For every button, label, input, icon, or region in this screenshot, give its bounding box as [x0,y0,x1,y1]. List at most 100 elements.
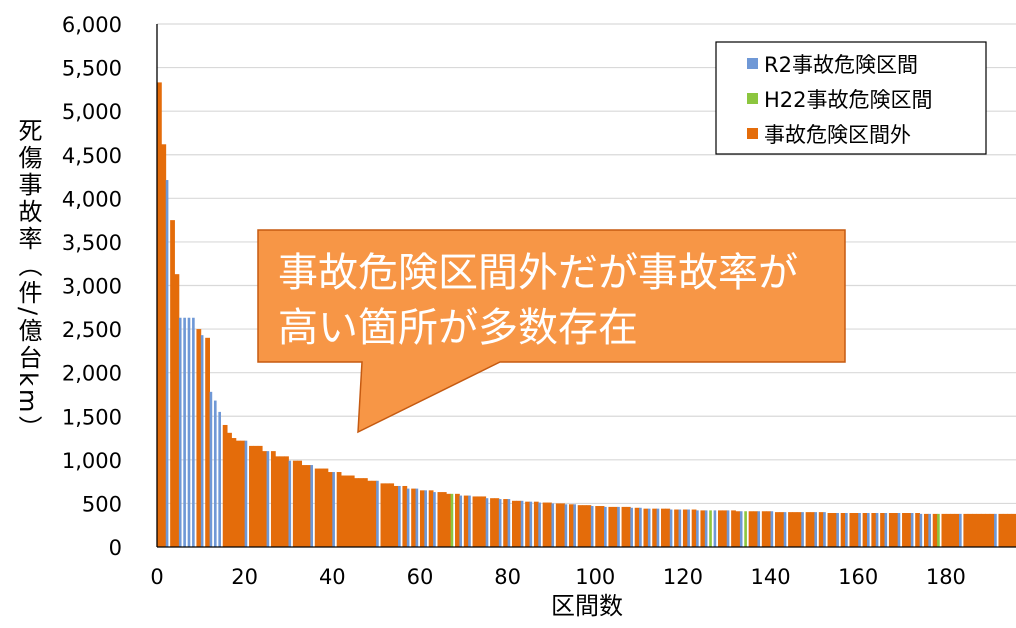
bar-outside [257,445,263,547]
bar-outside [393,485,399,547]
bar-outside [262,451,267,547]
legend-swatch [747,93,758,104]
bar-r2 [994,513,997,547]
bar-outside [411,488,416,547]
x-tick-label: 100 [575,565,615,589]
bar-r2 [959,513,962,547]
bar-outside [989,513,995,547]
bar-r2 [823,512,826,547]
x-tick-label: 120 [663,565,703,589]
bar-r2 [187,317,191,547]
bar-r2 [218,411,221,547]
bar-outside [599,506,605,547]
bar-outside [827,513,833,547]
bar-outside [476,496,482,547]
bar-outside [349,475,355,547]
bar-outside [941,513,947,547]
bar-outside [253,445,259,547]
bar-outside [174,274,180,547]
bar-outside [954,513,960,547]
bar-r2 [696,510,699,547]
bar-outside [674,509,679,547]
callout-line-1: 事故危険区間外だが事故率が [278,250,798,296]
y-tick-label: 2,000 [62,362,122,386]
bar-outside [972,513,977,547]
bar-r2 [630,507,633,547]
bar-r2 [178,317,182,547]
bar-outside [788,512,793,547]
bar-outside [358,478,364,547]
bar-outside [582,505,587,547]
bar-outside [481,496,487,547]
bar-outside [542,502,548,547]
bar-outside [774,512,780,547]
bar-r2 [551,503,555,547]
bar-outside [862,513,868,547]
bar-outside [306,465,311,547]
bar-outside [240,440,246,547]
bar-r2 [165,180,169,547]
bar-r2 [639,507,642,547]
bar-r2 [866,513,870,547]
bar-r2 [266,451,270,547]
bar-outside [437,492,443,547]
bar-r2 [801,512,804,547]
x-tick-label: 40 [319,565,346,589]
bar-r2 [669,509,673,547]
bar-outside [560,503,565,547]
bar-outside [853,513,859,547]
bar-outside [682,509,688,547]
bar-r2 [485,498,489,547]
bar-outside [577,505,583,547]
bar-outside [810,512,815,547]
bar-h22 [937,513,940,547]
bar-outside [612,506,618,547]
bar-outside [384,483,390,547]
bar-outside [402,485,408,547]
bar-r2 [459,495,463,547]
bar-h22 [709,510,712,547]
bar-outside [362,478,368,547]
bar-r2 [538,502,541,547]
y-tick-labels: 0 500 1,000 1,500 2,000 2,500 3,000 3,500 4,000 4… [62,13,122,560]
bar-r2 [836,513,839,547]
bar-r2 [897,513,901,547]
x-tick-label: 80 [494,565,521,589]
bar-r2 [288,460,292,547]
bar-outside [341,475,346,547]
y-tick-label: 2,500 [62,318,122,342]
bar-outside [511,500,517,547]
bar-r2 [875,513,879,547]
bar-r2 [468,495,471,547]
bar-outside [722,510,728,547]
bar-outside [748,511,754,547]
bar-r2 [858,513,861,547]
bar-outside [985,513,991,547]
bar-outside [1002,513,1008,547]
bar-outside [323,468,329,547]
y-tick-label: 6,000 [62,13,122,37]
bar-r2 [910,513,914,547]
bar-outside [227,432,232,547]
bar-outside [976,513,982,547]
bar-r2 [713,510,717,547]
bar-outside [888,513,894,547]
bar-outside [472,496,478,547]
bar-outside [503,499,509,547]
bar-outside [568,504,574,547]
bar-outside [621,506,627,547]
bar-outside [494,498,500,547]
bar-outside [555,503,561,547]
bar-outside [170,220,175,548]
bars [157,82,1016,548]
bar-outside [455,493,460,547]
bar-outside [297,460,303,547]
bar-outside [963,513,969,547]
x-tick-label: 140 [751,565,791,589]
bar-r2 [590,506,594,547]
bar-outside [516,500,522,547]
bar-r2 [687,509,690,547]
bar-outside [717,510,723,547]
bar-outside [932,513,938,547]
